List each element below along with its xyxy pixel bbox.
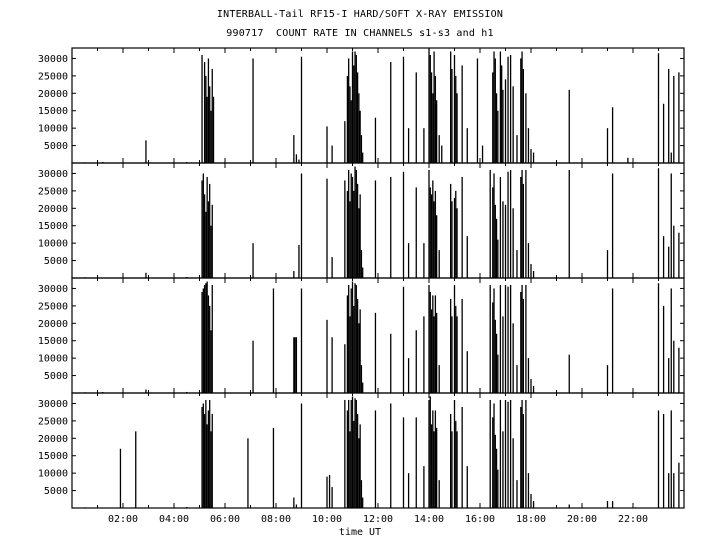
x-tick-label: 12:00 [363, 514, 393, 525]
x-tick-label: 22:00 [618, 514, 648, 525]
y-tick-label: 25000 [38, 71, 68, 82]
x-tick-label: 18:00 [516, 514, 546, 525]
y-tick-label: 25000 [38, 416, 68, 427]
y-tick-label: 25000 [38, 186, 68, 197]
x-tick-label: 10:00 [312, 514, 342, 525]
y-tick-label: 15000 [38, 106, 68, 117]
x-tick-label: 06:00 [210, 514, 240, 525]
x-tick-label: 02:00 [108, 514, 138, 525]
chart-subtitle: 990717 COUNT RATE IN CHANNELS s1-s3 and … [226, 28, 494, 39]
y-tick-label: 20000 [38, 434, 68, 445]
x-tick-label: 20:00 [567, 514, 597, 525]
x-tick-label: 04:00 [159, 514, 189, 525]
y-tick-label: 5000 [44, 141, 68, 152]
y-tick-label: 30000 [38, 54, 68, 65]
x-tick-label: 14:00 [414, 514, 444, 525]
chart-title: INTERBALL-Tail RF15-I HARD/SOFT X-RAY EM… [216, 9, 504, 20]
panel-frame-s1 [71, 47, 685, 164]
y-tick-label: 30000 [38, 169, 68, 180]
y-tick-label: 10000 [38, 469, 68, 480]
y-tick-label: 25000 [38, 301, 68, 312]
y-tick-label: 30000 [38, 284, 68, 295]
y-tick-label: 20000 [38, 204, 68, 215]
y-tick-label: 5000 [44, 486, 68, 497]
y-tick-label: 20000 [38, 319, 68, 330]
panel-frame-s3 [71, 277, 685, 394]
panel-frame-h1 [71, 392, 685, 509]
y-tick-label: 20000 [38, 89, 68, 100]
panel-frame-s2 [71, 162, 685, 279]
y-tick-label: 15000 [38, 336, 68, 347]
y-tick-label: 10000 [38, 124, 68, 135]
y-tick-label: 5000 [44, 256, 68, 267]
x-axis-label: time UT [338, 527, 382, 538]
x-tick-label: 08:00 [261, 514, 291, 525]
x-tick-label: 16:00 [465, 514, 495, 525]
y-tick-label: 15000 [38, 221, 68, 232]
y-tick-label: 5000 [44, 371, 68, 382]
y-tick-label: 30000 [38, 399, 68, 410]
y-tick-label: 15000 [38, 451, 68, 462]
y-tick-label: 10000 [38, 239, 68, 250]
y-tick-label: 10000 [38, 354, 68, 365]
